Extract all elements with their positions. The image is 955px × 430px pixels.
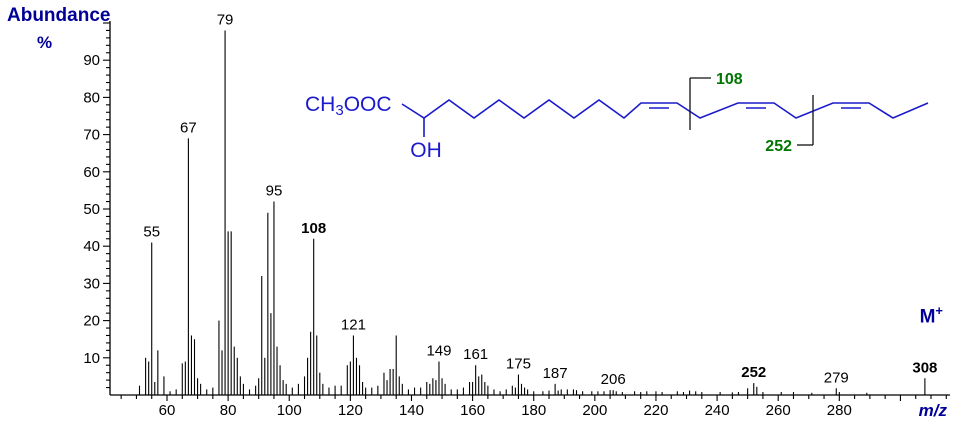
x-tick-label: 60 (159, 402, 176, 419)
y-ticks (103, 22, 110, 389)
y-tick-label: 10 (83, 350, 100, 367)
y-tick-label: 70 (83, 127, 100, 144)
x-tick-label: 200 (582, 402, 607, 419)
fragment-label-252: 252 (765, 138, 792, 155)
peak-label-149: 149 (426, 343, 451, 360)
x-tick-label: 160 (460, 402, 485, 419)
molecule-structure (401, 99, 929, 137)
x-tick-label: 120 (338, 402, 363, 419)
fragment-brackets (689, 77, 814, 146)
y-axis-unit: % (37, 33, 53, 52)
peak-label-187: 187 (543, 365, 568, 382)
x-tick-label: 240 (705, 402, 730, 419)
x-tick-label: 220 (643, 402, 668, 419)
molecule-labels: CH3OOC OH (305, 93, 442, 162)
x-ticks (120, 395, 947, 401)
carbon-chain (401, 99, 929, 120)
peak-label-206: 206 (601, 371, 626, 388)
x-tick-label: 260 (766, 402, 791, 419)
ester-group-label: CH3OOC (305, 93, 392, 119)
y-tick-label: 40 (83, 238, 100, 255)
peak-label-121: 121 (341, 316, 366, 333)
molecular-ion-base: M (919, 306, 936, 328)
y-tick-label: 60 (83, 164, 100, 181)
peak-label-108: 108 (301, 220, 326, 237)
y-axis-title: Abundance (7, 5, 111, 26)
peak-label-175: 175 (506, 356, 531, 373)
y-tick-label: 80 (83, 89, 100, 106)
axes (109, 21, 950, 396)
fragment-label-108: 108 (716, 71, 743, 88)
x-tick-label: 280 (827, 402, 852, 419)
y-tick-label: 20 (83, 313, 100, 330)
peak-label-95: 95 (266, 183, 283, 200)
x-tick-label: 180 (521, 402, 546, 419)
hydroxyl-label: OH (410, 139, 442, 162)
x-tick-label: 140 (399, 402, 424, 419)
peak-labels: 55 67 79 95 108 121 149 161 175 187 206 252 279 308 (143, 11, 937, 388)
molecular-ion-label: M+ (903, 303, 943, 328)
molecular-ion-charge: + (935, 303, 943, 318)
peak-label-161: 161 (463, 346, 488, 363)
peak-label-279: 279 (824, 369, 849, 386)
x-tick-label: 100 (277, 402, 302, 419)
y-tick-labels: 10 20 30 40 50 60 70 80 90 (83, 52, 100, 367)
peak-label-79: 79 (217, 11, 234, 28)
peak-label-252: 252 (741, 364, 766, 381)
x-tick-labels: 60 80 100 120 140 160 180 200 220 240 260 280 (159, 402, 852, 419)
y-tick-label: 90 (83, 52, 100, 69)
peak-label-308: 308 (912, 359, 937, 376)
peak-label-67: 67 (180, 119, 197, 136)
peaks (138, 30, 926, 395)
x-tick-label: 80 (220, 402, 237, 419)
peak-label-55: 55 (143, 223, 160, 240)
x-axis-title: m/z (918, 401, 947, 420)
y-tick-label: 50 (83, 201, 100, 218)
y-tick-label: 30 (83, 275, 100, 292)
